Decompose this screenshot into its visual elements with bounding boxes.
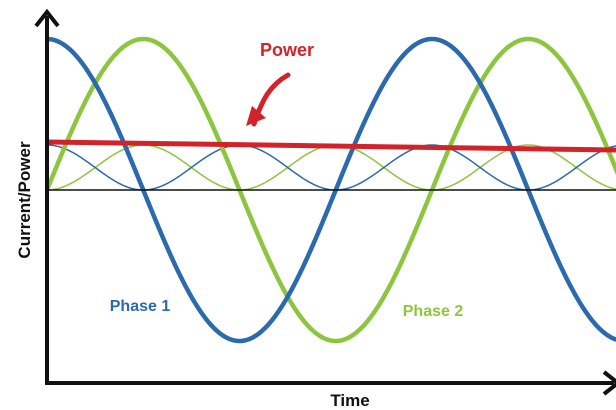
x-axis-arrow xyxy=(602,370,616,396)
y-axis-arrow xyxy=(34,8,60,28)
power-arrowhead xyxy=(246,106,266,126)
total-power xyxy=(47,139,616,153)
phase1-current xyxy=(47,36,616,344)
y-axis-label: Current/Power xyxy=(15,141,34,259)
phase2-current xyxy=(47,36,616,344)
phase1-label: Phase 1 xyxy=(110,298,171,315)
x-axis-label: Time xyxy=(330,391,369,410)
phase2-label: Phase 2 xyxy=(403,303,464,320)
power-label: Power xyxy=(260,40,314,60)
